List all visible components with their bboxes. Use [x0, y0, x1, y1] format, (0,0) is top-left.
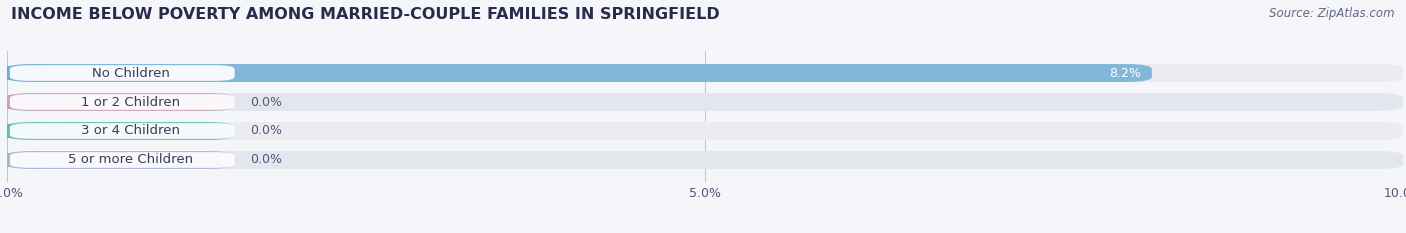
Text: 3 or 4 Children: 3 or 4 Children: [82, 124, 180, 137]
FancyBboxPatch shape: [7, 151, 233, 169]
Circle shape: [0, 123, 65, 139]
Circle shape: [0, 152, 65, 168]
FancyBboxPatch shape: [7, 64, 1403, 82]
FancyBboxPatch shape: [10, 152, 235, 168]
Text: No Children: No Children: [91, 66, 170, 79]
FancyBboxPatch shape: [7, 122, 1403, 140]
FancyBboxPatch shape: [7, 93, 233, 111]
Text: 0.0%: 0.0%: [250, 154, 283, 167]
FancyBboxPatch shape: [10, 65, 235, 81]
FancyBboxPatch shape: [10, 123, 235, 139]
FancyBboxPatch shape: [10, 94, 235, 110]
Text: 0.0%: 0.0%: [250, 96, 283, 109]
FancyBboxPatch shape: [7, 122, 233, 140]
Text: 5 or more Children: 5 or more Children: [67, 154, 193, 167]
Circle shape: [0, 65, 65, 81]
Text: 0.0%: 0.0%: [250, 124, 283, 137]
Text: 1 or 2 Children: 1 or 2 Children: [82, 96, 180, 109]
Text: 8.2%: 8.2%: [1109, 66, 1140, 79]
Text: INCOME BELOW POVERTY AMONG MARRIED-COUPLE FAMILIES IN SPRINGFIELD: INCOME BELOW POVERTY AMONG MARRIED-COUPL…: [11, 7, 720, 22]
FancyBboxPatch shape: [7, 93, 1403, 111]
Circle shape: [0, 94, 65, 110]
FancyBboxPatch shape: [7, 151, 1403, 169]
FancyBboxPatch shape: [7, 64, 1152, 82]
Text: Source: ZipAtlas.com: Source: ZipAtlas.com: [1270, 7, 1395, 20]
